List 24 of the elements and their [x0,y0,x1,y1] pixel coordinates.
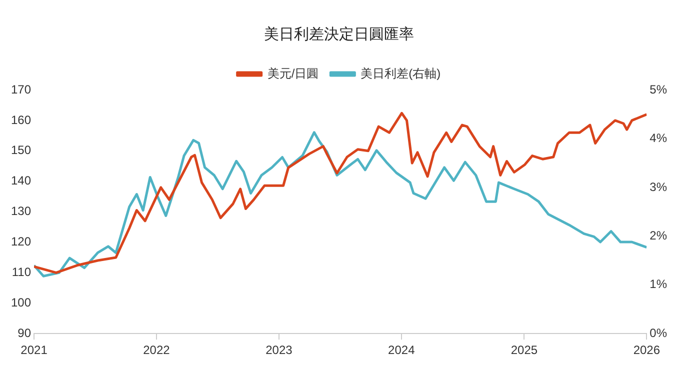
legend-label: 美元/日圓 [267,66,319,80]
y2-tick-label: 2% [650,228,668,242]
y-tick-label: 130 [10,204,32,218]
x-tick-label: 2024 [388,343,416,358]
y2-tick-label: 5% [650,82,668,96]
y-tick-label: 110 [12,265,32,280]
legend-label: 美日利差(右軸) [360,66,441,80]
y-tick-label: 100 [10,295,32,310]
x-tick-label: 2022 [143,343,170,358]
y-tick-label: 170 [10,82,32,96]
y-tick-label: 90 [18,326,32,340]
x-tick-label: 2025 [510,343,538,358]
y-tick-label: 160 [10,112,32,127]
y2-tick-label: 4% [650,131,668,146]
x-tick-label: 2026 [633,343,660,358]
x-tick-label: 2021 [20,343,48,358]
y2-tick-label: 0% [650,326,668,340]
y-tick-label: 140 [10,174,32,188]
chart-title: 美日利差決定日圓匯率 [264,26,414,44]
y-tick-label: 150 [10,143,32,158]
x-tick-label: 2023 [266,343,293,358]
y-tick-label: 120 [10,234,32,249]
y2-tick-label: 1% [650,277,668,292]
y2-tick-label: 3% [650,180,668,194]
